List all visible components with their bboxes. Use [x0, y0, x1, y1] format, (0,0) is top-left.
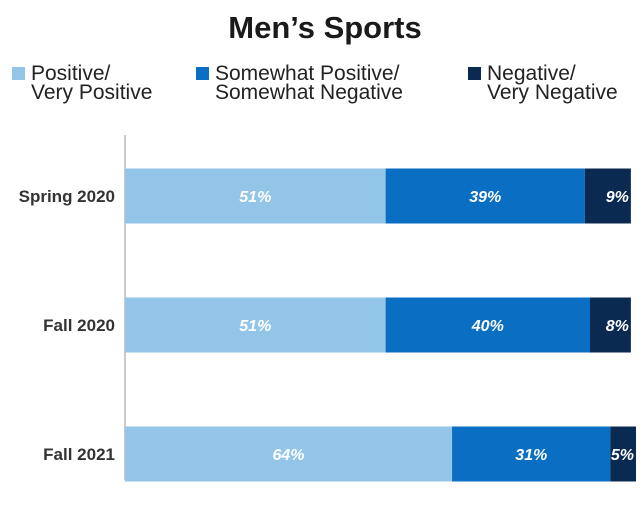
bar-3-2: [452, 426, 611, 482]
legend-label-2: Somewhat Positive/Somewhat Negative: [215, 62, 403, 104]
legend-swatch-2: [196, 67, 209, 80]
bar-2-2: [385, 297, 591, 353]
bars: Spring 2020 51% 39% 9% Fall 2020 51% 40% 8% Fall…: [19, 168, 636, 482]
data-label-1-2: 39%: [469, 189, 501, 206]
data-label-1-1: 51%: [239, 189, 271, 206]
legend-swatch-1: [12, 67, 25, 80]
legend-swatch-3: [468, 67, 481, 80]
bar-2-3: [590, 297, 631, 353]
data-label-3-1: 64%: [273, 447, 305, 464]
bar-2-1: [125, 297, 386, 353]
bar-3-3: [610, 426, 636, 482]
bar-3-1: [125, 426, 453, 482]
legend-label-1: Positive/Very Positive: [31, 62, 152, 104]
data-label-2-1: 51%: [239, 318, 271, 335]
data-label-2-3: 8%: [606, 318, 629, 335]
data-label-1-3: 9%: [606, 189, 629, 206]
category-label-3: Fall 2021: [43, 445, 115, 464]
data-label-3-2: 31%: [515, 447, 547, 464]
chart-title: Men’s Sports: [228, 10, 422, 45]
bar-1-2: [385, 168, 585, 224]
bar-1-1: [125, 168, 386, 224]
legend-label-3: Negative/Very Negative: [487, 62, 618, 104]
category-label-2: Fall 2020: [43, 316, 115, 335]
legend: Positive/Very Positive Somewhat Positive/…: [12, 62, 618, 104]
data-label-3-3: 5%: [611, 447, 634, 464]
category-label-1: Spring 2020: [19, 187, 115, 206]
bar-1-3: [584, 168, 631, 224]
data-label-2-2: 40%: [471, 318, 504, 335]
